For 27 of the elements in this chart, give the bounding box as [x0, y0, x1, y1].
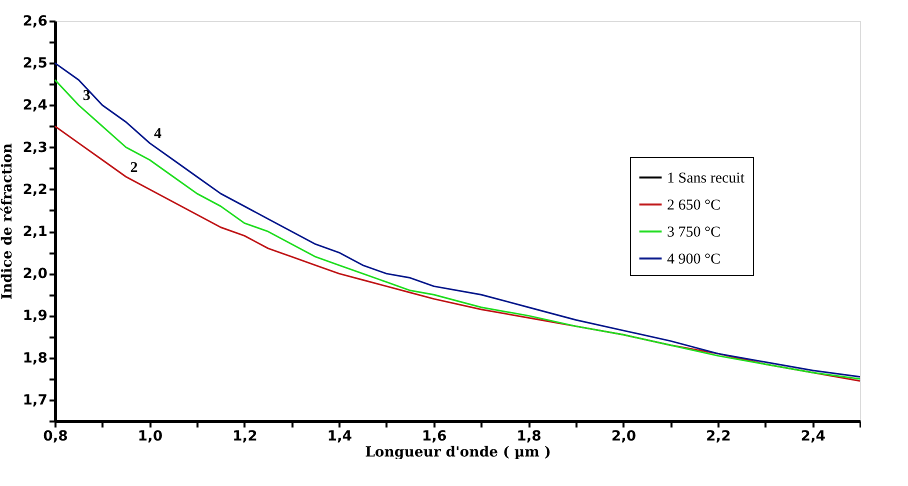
x-tick-label: 1,6 [422, 428, 447, 444]
x-tick-label: 2,0 [611, 428, 636, 444]
annotation: 4 [154, 126, 162, 142]
y-tick-label: 2,1 [22, 224, 48, 240]
y-tick-label: 2,0 [22, 266, 48, 282]
legend-label: 4 900 °C [667, 252, 721, 268]
y-tick-label: 2,4 [22, 98, 48, 114]
x-tick-label: 1,4 [327, 428, 352, 444]
y-tick-label: 2,2 [22, 182, 48, 198]
y-tick-label: 2,5 [22, 56, 48, 72]
legend-label: 2 650 °C [667, 198, 721, 214]
y-tick-label: 1,8 [22, 350, 48, 366]
y-axis-title: Indice de réfraction [0, 143, 16, 300]
x-tick-label: 2,4 [800, 428, 826, 444]
annotation: 3 [82, 88, 90, 104]
x-tick-label: 1,2 [232, 428, 258, 444]
x-tick-label: 1,0 [138, 428, 163, 444]
annotation: 2 [130, 160, 138, 176]
x-tick-label: 0,8 [43, 428, 68, 444]
y-tick-label: 2,6 [22, 14, 48, 30]
y-tick-label: 1,9 [22, 308, 48, 324]
legend-label: 3 750 °C [667, 224, 721, 240]
x-tick-label: 1,8 [516, 428, 542, 444]
legend-label: 1 Sans recuit [667, 170, 746, 186]
y-tick-label: 2,3 [22, 140, 48, 156]
y-tick-label: 1,7 [22, 392, 48, 408]
x-tick-label: 2,2 [706, 428, 731, 444]
